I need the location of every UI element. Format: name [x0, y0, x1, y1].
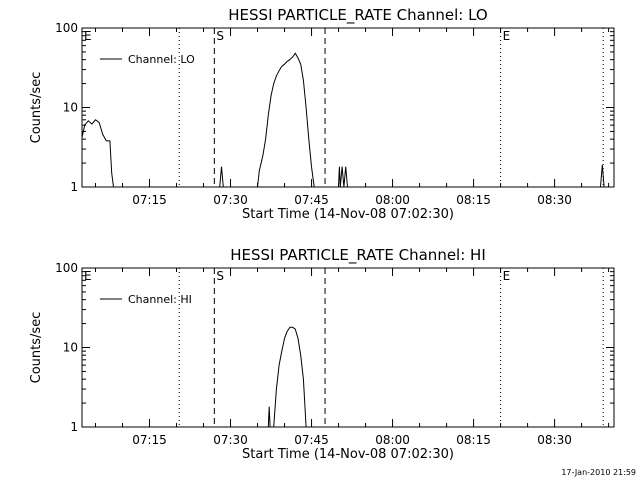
y-tick-label: 100 — [55, 261, 78, 275]
series-line — [257, 52, 315, 188]
event-marker-label: S — [216, 269, 224, 283]
series-line — [219, 166, 224, 188]
x-tick-label: 08:30 — [537, 433, 572, 447]
x-tick-label: 08:00 — [375, 193, 410, 207]
x-tick-label: 08:15 — [456, 433, 491, 447]
y-axis-label: Counts/sec — [29, 312, 44, 384]
chart-panel-0: HESSI PARTICLE_RATE Channel: LO 1 10 100 07:… — [29, 6, 615, 222]
chart-title: HESSI PARTICLE_RATE Channel: HI — [230, 246, 486, 265]
event-marker-label: S — [216, 29, 224, 43]
x-tick-label: 07:15 — [132, 433, 167, 447]
series-line — [273, 326, 307, 428]
chart-panel-1: HESSI PARTICLE_RATE Channel: HI 1 10 100 07:… — [29, 246, 615, 462]
legend-entry: Channel: LO — [128, 53, 195, 66]
x-tick-label: 08:00 — [375, 433, 410, 447]
x-tick-label: 07:45 — [294, 193, 329, 207]
y-tick-label: 1 — [70, 180, 78, 194]
event-marker-label: E — [503, 269, 511, 283]
y-tick-label: 1 — [70, 420, 78, 434]
generation-timestamp: 17-Jan-2010 21:59 — [561, 468, 636, 477]
y-tick-label: 10 — [63, 101, 78, 115]
x-axis-label: Start Time (14-Nov-08 07:02:30) — [242, 207, 454, 222]
event-marker-label: E — [84, 269, 92, 283]
event-marker-label: E — [84, 29, 92, 43]
x-axis-label: Start Time (14-Nov-08 07:02:30) — [242, 447, 454, 462]
x-tick-label: 07:15 — [132, 193, 167, 207]
x-tick-label: 07:30 — [213, 193, 248, 207]
series-line — [267, 406, 271, 428]
y-tick-label: 10 — [63, 341, 78, 355]
series-line — [338, 166, 348, 188]
x-tick-label: 08:30 — [537, 193, 572, 207]
legend-entry: Channel: HI — [128, 293, 192, 306]
x-tick-label: 07:45 — [294, 433, 329, 447]
event-marker-label: E — [503, 29, 511, 43]
series-line — [81, 119, 114, 188]
x-tick-label: 08:15 — [456, 193, 491, 207]
y-axis-label: Counts/sec — [29, 72, 44, 144]
y-tick-label: 100 — [55, 21, 78, 35]
series-line — [600, 164, 605, 188]
chart-title: HESSI PARTICLE_RATE Channel: LO — [228, 6, 487, 25]
x-tick-label: 07:30 — [213, 433, 248, 447]
